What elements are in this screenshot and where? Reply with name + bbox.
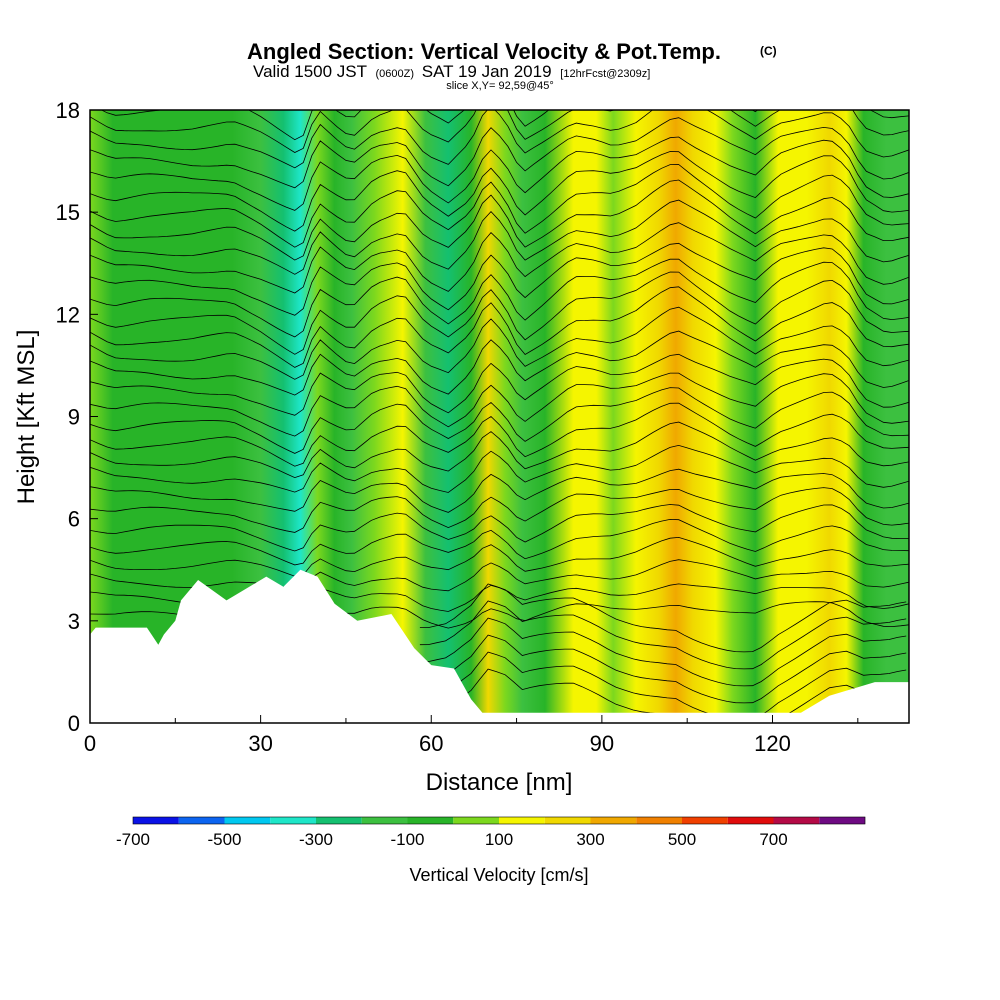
isentrope-19 <box>90 242 909 316</box>
low-isentrope-5 <box>419 583 907 653</box>
isentrope-12 <box>90 372 909 437</box>
isentrope-15 <box>90 306 909 380</box>
colorbar-tick-label-6: 500 <box>668 830 696 849</box>
isentrope-26 <box>90 117 909 189</box>
colorbar-swatch-6 <box>407 817 454 824</box>
colorbar-swatch-4 <box>316 817 362 824</box>
valid-time-line: Valid 1500 JST (0600Z) SAT 19 Jan 2019 [… <box>253 62 650 81</box>
isentrope-27 <box>90 110 909 169</box>
isentrope-13 <box>90 353 909 416</box>
isentrope-6 <box>90 487 909 533</box>
x-tick-label-2: 60 <box>419 731 443 756</box>
colorbar-swatch-8 <box>499 817 545 824</box>
colorbar-swatch-2 <box>224 817 271 824</box>
low-isentrope-4 <box>419 600 907 670</box>
colorbar-label: Vertical Velocity [cm/s] <box>409 865 588 885</box>
x-axis-label: Distance [nm] <box>426 769 573 796</box>
isentrope-24 <box>90 151 909 232</box>
valid-prefix: Valid 1500 JST <box>253 62 367 81</box>
colorbar-swatch-7 <box>453 817 500 824</box>
colorbar-swatch-10 <box>590 817 637 824</box>
colorbar-swatch-14 <box>773 817 820 824</box>
isentrope-9 <box>90 421 909 479</box>
y-tick-label-6: 18 <box>56 98 80 123</box>
copyright-mark: (C) <box>760 44 777 58</box>
colorbar-swatch-11 <box>636 817 683 824</box>
axis-ticks: 0 30 60 90 120 0 3 6 9 12 15 18 <box>56 98 859 756</box>
isentrope-23 <box>90 164 909 248</box>
x-tick-label-4: 120 <box>754 731 791 756</box>
colorbar-tick-label-7: 700 <box>759 830 787 849</box>
isentrope-16 <box>90 286 909 368</box>
colorbar-tick-label-5: 300 <box>576 830 604 849</box>
colorbar-swatch-9 <box>544 817 591 824</box>
isentrope-21 <box>90 199 909 275</box>
chart-title: Angled Section: Vertical Velocity & Pot.… <box>247 39 721 64</box>
isentrope-3 <box>90 536 909 577</box>
isentrope-25 <box>90 136 909 211</box>
low-isentrope-0 <box>419 668 907 713</box>
potential-temperature-contours <box>90 110 909 713</box>
colorbar-swatch-13 <box>727 817 774 824</box>
plot-area: 0 30 60 90 120 0 3 6 9 12 15 18 <box>56 98 910 756</box>
valid-utc: (0600Z) <box>375 68 414 80</box>
colorbar-tick-label-1: -500 <box>207 830 241 849</box>
isentrope-22 <box>90 179 909 261</box>
colorbar-swatch-3 <box>270 817 317 824</box>
isentrope-10 <box>90 402 909 467</box>
colorbar-tick-label-3: -100 <box>390 830 424 849</box>
low-isentrope-1 <box>419 651 907 713</box>
slice-info: slice X,Y= 92,59@45° <box>446 80 554 92</box>
isentrope-14 <box>90 330 909 396</box>
colorbar-tick-label-4: 100 <box>485 830 513 849</box>
y-tick-label-5: 15 <box>56 200 80 225</box>
low-isentrope-2 <box>419 634 907 704</box>
y-axis-label: Height [Kft MSL] <box>13 330 40 505</box>
x-tick-label-3: 90 <box>590 731 614 756</box>
colorbar-tick-label-2: -300 <box>299 830 333 849</box>
y-tick-label-3: 9 <box>68 405 80 430</box>
colorbar-tick-label-0: -700 <box>116 830 150 849</box>
x-tick-label-1: 30 <box>248 731 272 756</box>
y-tick-label-2: 6 <box>68 507 80 532</box>
colorbar-swatch-12 <box>682 817 728 824</box>
isentrope-5 <box>90 504 909 552</box>
low-isentrope-3 <box>419 617 907 687</box>
isentrope-17 <box>90 271 909 355</box>
isentrope-20 <box>90 222 909 294</box>
colorbar: -700 -500 -300 -100 100 300 500 700 <box>116 816 866 849</box>
isentrope-4 <box>90 518 909 566</box>
x-tick-label-0: 0 <box>84 731 96 756</box>
colorbar-swatch-5 <box>361 817 408 824</box>
colorbar-swatch-15 <box>819 817 866 824</box>
colorbar-swatch-1 <box>178 817 225 824</box>
isentrope-8 <box>90 444 909 493</box>
isentrope-18 <box>90 258 909 338</box>
colorbar-swatch-0 <box>133 817 179 824</box>
isentrope-11 <box>90 387 909 454</box>
y-tick-label-1: 3 <box>68 609 80 634</box>
isentrope-2 <box>90 559 909 592</box>
y-tick-label-0: 0 <box>68 711 80 736</box>
isentrope-28 <box>90 110 909 153</box>
isentrope-7 <box>90 468 909 513</box>
y-tick-label-4: 12 <box>56 302 80 327</box>
forecast-info: [12hrFcst@2309z] <box>560 68 650 80</box>
colorbar-frame <box>132 816 866 825</box>
valid-date: SAT 19 Jan 2019 <box>422 62 552 81</box>
